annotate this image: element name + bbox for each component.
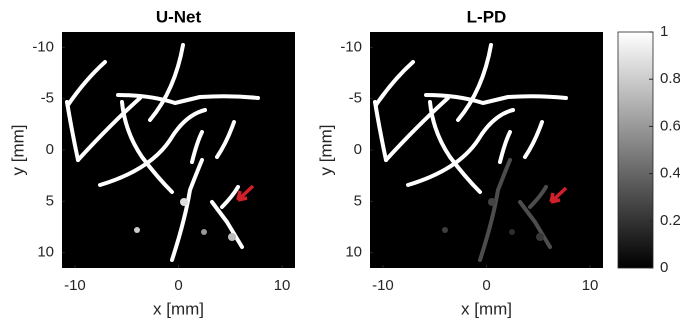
figure: U-Netx [mm]y [mm]-10010-10-50510L-PDx [m…	[0, 0, 680, 324]
panel-title: U-Net	[156, 7, 202, 26]
y-tick-label: 10	[37, 244, 54, 261]
x-tick-label: 10	[582, 277, 599, 294]
y-tick-label: 5	[354, 192, 362, 209]
colorbar-tick-label: 0.4	[660, 165, 680, 182]
y-axis-label: y [mm]	[316, 125, 335, 176]
panel-title: L-PD	[467, 7, 507, 26]
panel	[370, 32, 603, 268]
x-tick-label: -10	[64, 277, 86, 294]
colorbar-tick-label: 1	[660, 23, 668, 40]
x-tick-label: 10	[274, 277, 291, 294]
colorbar-tick-label: 0.8	[660, 70, 680, 87]
x-tick-label: -10	[372, 277, 394, 294]
y-tick-label: 0	[354, 141, 362, 158]
y-tick-label: -10	[32, 38, 54, 55]
y-tick-label: -5	[41, 90, 54, 107]
y-tick-label: 10	[345, 244, 362, 261]
x-tick-label: 0	[482, 277, 490, 294]
y-tick-label: 5	[46, 192, 54, 209]
colorbar-tick-label: 0.6	[660, 117, 680, 134]
colorbar-tick-label: 0	[660, 259, 668, 276]
y-tick-label: -5	[349, 90, 362, 107]
y-tick-label: -10	[340, 38, 362, 55]
colorbar-tick-label: 0.2	[660, 212, 680, 229]
x-axis-label: x [mm]	[153, 299, 204, 318]
panel	[62, 32, 295, 268]
y-tick-label: 0	[46, 141, 54, 158]
x-tick-label: 0	[174, 277, 182, 294]
colorbar	[618, 32, 653, 268]
x-axis-label: x [mm]	[461, 299, 512, 318]
y-axis-label: y [mm]	[8, 125, 27, 176]
